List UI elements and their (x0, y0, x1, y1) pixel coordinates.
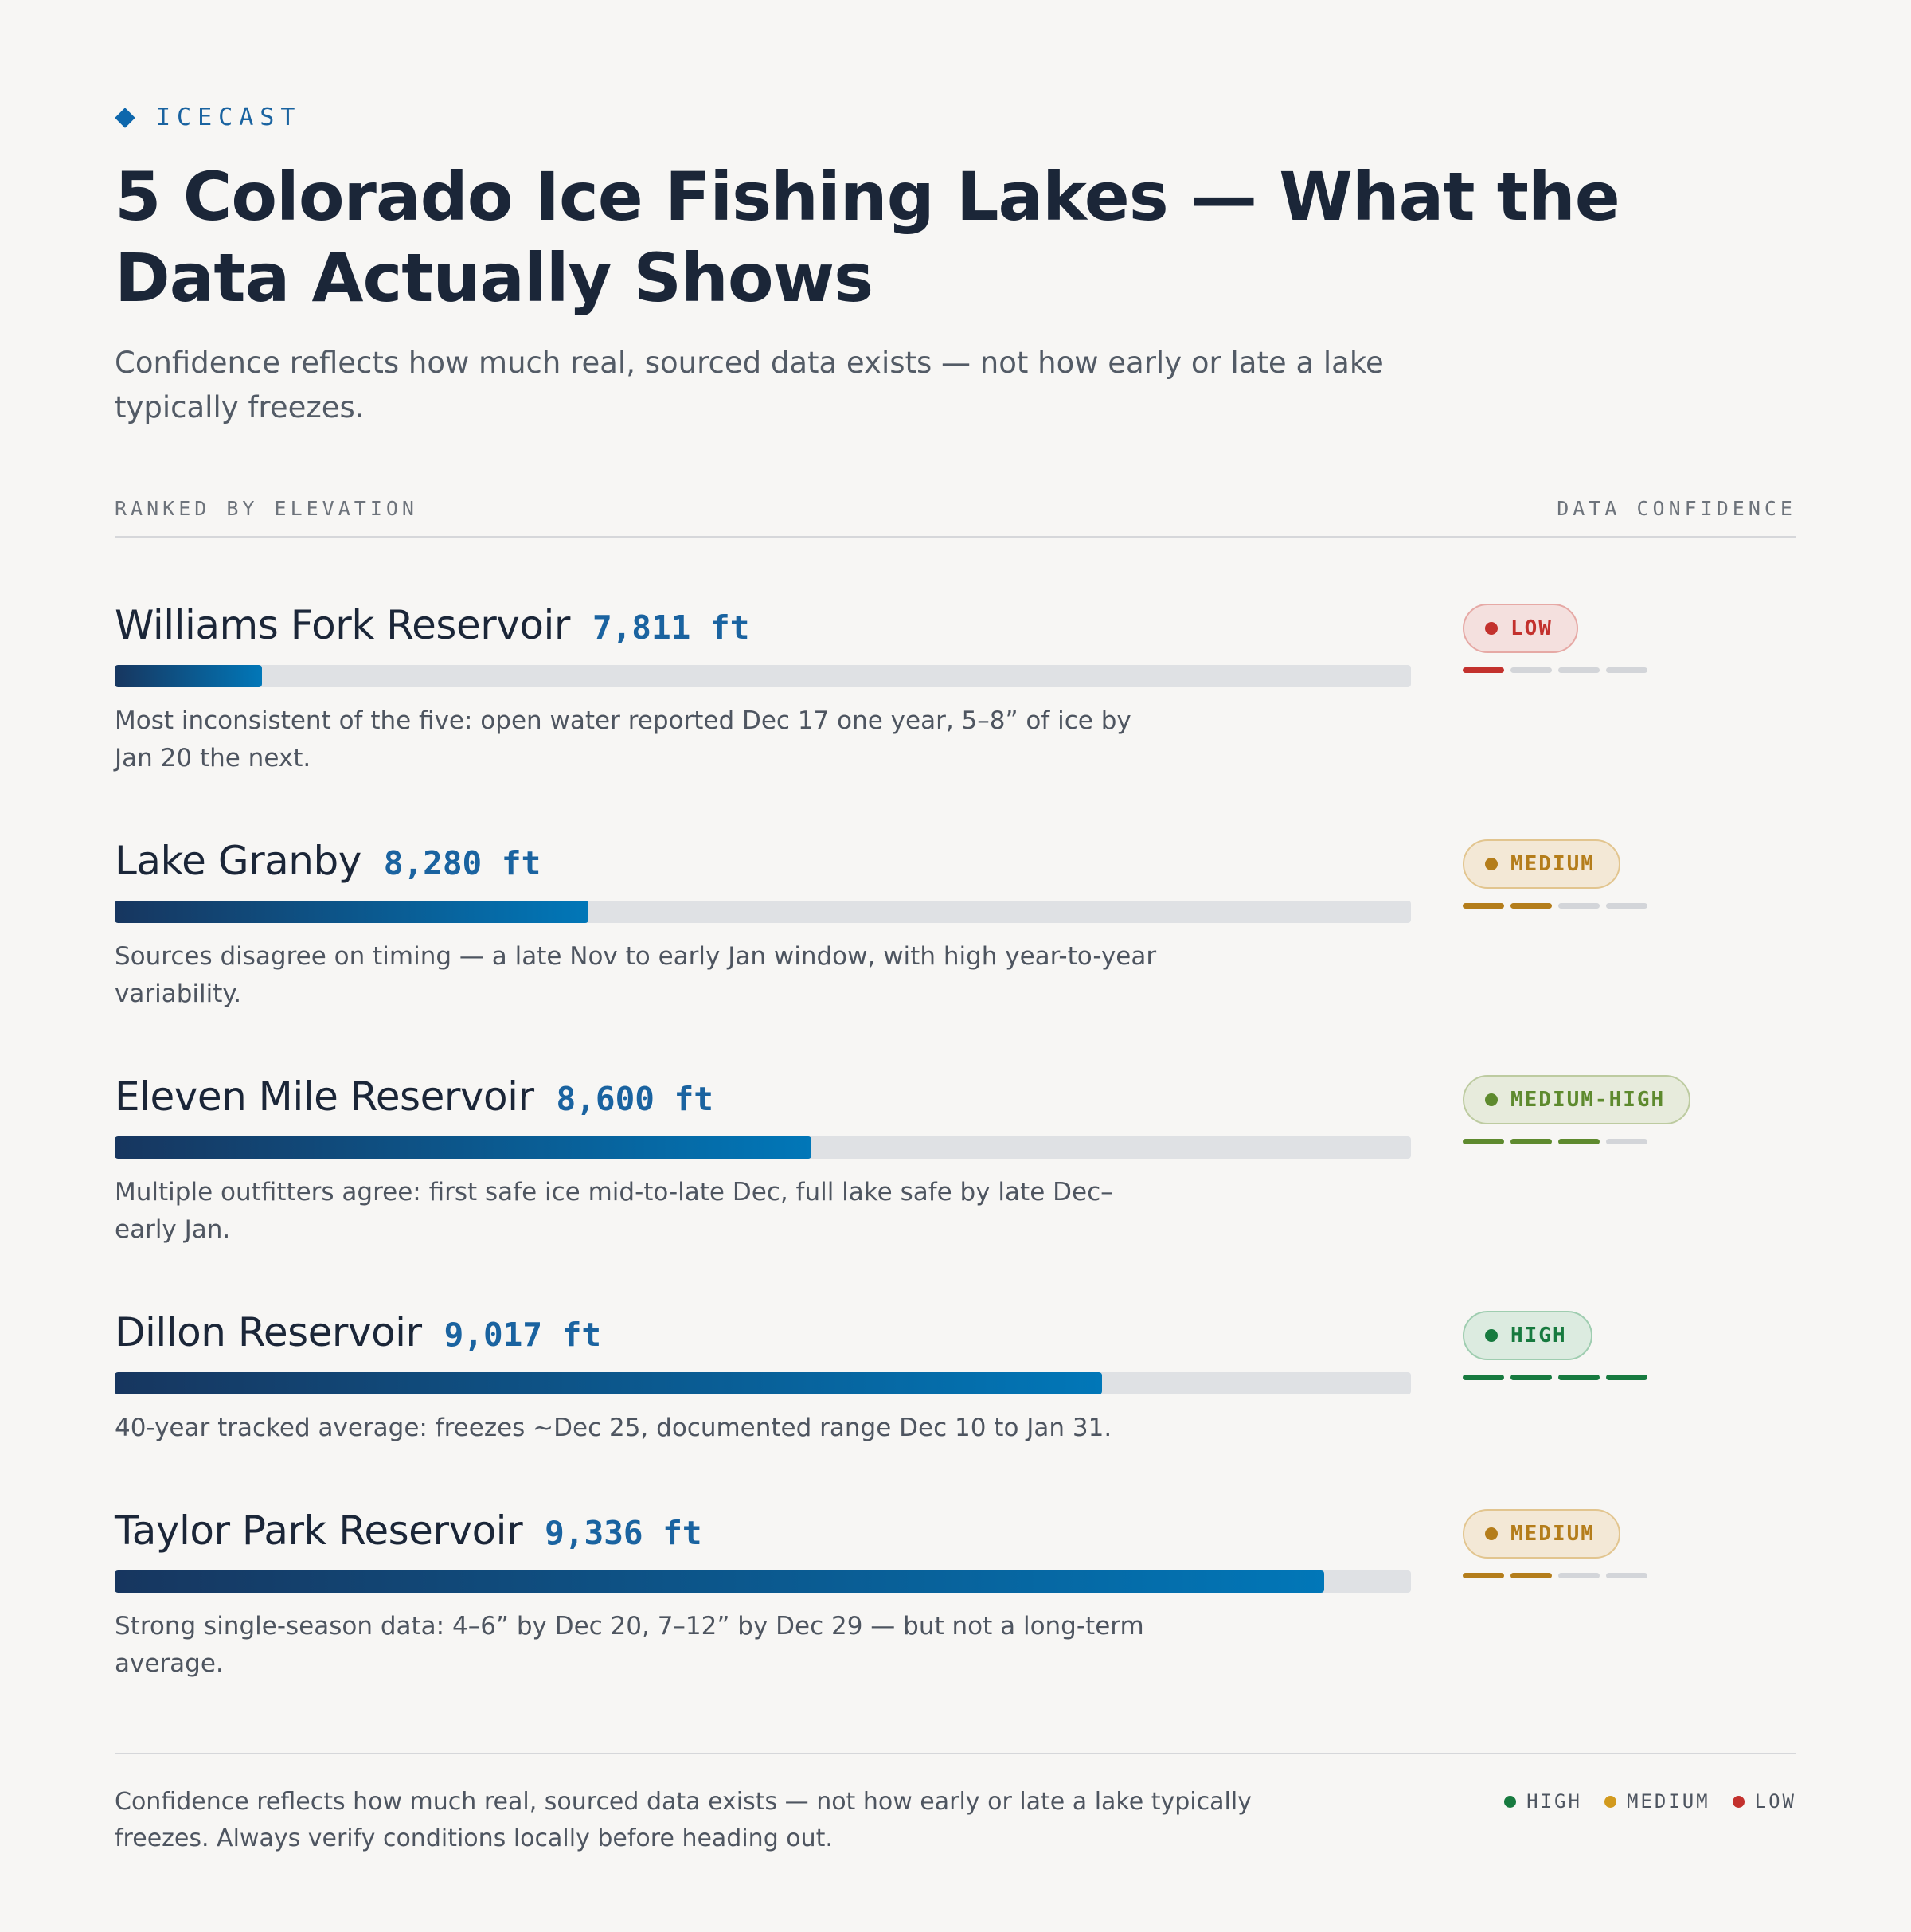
page-subtitle: Confidence reflects how much real, sourc… (115, 346, 1384, 424)
lake-heading: Eleven Mile Reservoir 8,600 ft (115, 1074, 713, 1129)
confidence-badge: HIGH (1463, 1311, 1592, 1360)
lake-note: Most inconsistent of the five: open wate… (115, 706, 1131, 772)
diamond-logo-icon (115, 107, 135, 128)
confidence-segment (1463, 1573, 1504, 1578)
confidence-segment (1606, 1375, 1647, 1380)
lake-heading: Taylor Park Reservoir 9,336 ft (115, 1508, 702, 1563)
confidence-dot-icon (1485, 622, 1498, 635)
legend-dot-icon (1604, 1795, 1616, 1808)
confidence-meter (1463, 1573, 1654, 1578)
confidence-dot-icon (1485, 1527, 1498, 1540)
confidence-segment (1463, 1375, 1504, 1380)
lake-row: Dillon Reservoir 9,017 ft 40-year tracke… (115, 1309, 1796, 1492)
elevation-bar (115, 665, 262, 687)
confidence-segment (1510, 667, 1552, 673)
legend-label: LOW (1754, 1790, 1796, 1813)
lake-name: Lake Granby (115, 838, 361, 884)
confidence-segment (1558, 903, 1600, 909)
elevation-bar-track (115, 1570, 1411, 1593)
elevation-bar (115, 1372, 1103, 1394)
confidence-segment (1606, 903, 1647, 909)
lake-name: Williams Fork Reservoir (115, 602, 570, 648)
elevation-bar-track (115, 1136, 1411, 1159)
confidence-segment (1558, 1375, 1600, 1380)
confidence-badge: MEDIUM (1463, 1509, 1620, 1559)
confidence-segment (1606, 1139, 1647, 1144)
lake-name: Dillon Reservoir (115, 1309, 422, 1355)
lake-row: Taylor Park Reservoir 9,336 ft Strong si… (115, 1508, 1796, 1691)
confidence-badge: MEDIUM (1463, 839, 1620, 889)
elevation-bar (115, 901, 589, 923)
brand-name: ICECAST (156, 104, 302, 131)
brand: ICECAST (115, 104, 301, 131)
legend-item-low: LOW (1732, 1790, 1796, 1813)
confidence-segment (1510, 903, 1552, 909)
confidence-meter (1463, 1375, 1654, 1380)
confidence-segment (1463, 667, 1504, 673)
confidence-segment (1463, 903, 1504, 909)
confidence-label: MEDIUM (1510, 852, 1595, 876)
confidence-badge: LOW (1463, 604, 1578, 653)
legend-label: MEDIUM (1626, 1790, 1710, 1813)
page-title: 5 Colorado Ice Fishing Lakes — What the … (115, 158, 1620, 317)
lake-row: Eleven Mile Reservoir 8,600 ft Multiple … (115, 1074, 1796, 1257)
confidence-dot-icon (1485, 1329, 1498, 1342)
confidence-segment (1510, 1375, 1552, 1380)
confidence-label: MEDIUM (1510, 1522, 1595, 1546)
confidence-segment (1558, 667, 1600, 673)
lake-elevation: 8,600 ft (556, 1080, 713, 1118)
confidence-segment (1606, 1573, 1647, 1578)
column-header-confidence: DATA CONFIDENCE (1557, 497, 1796, 520)
lake-note: Sources disagree on timing — a late Nov … (115, 942, 1157, 1008)
lake-elevation: 9,336 ft (545, 1514, 702, 1552)
lake-row: Lake Granby 8,280 ft Sources disagree on… (115, 838, 1796, 1021)
lake-heading: Lake Granby 8,280 ft (115, 838, 541, 894)
confidence-meter (1463, 1139, 1654, 1144)
confidence-dot-icon (1485, 858, 1498, 870)
lake-elevation: 7,811 ft (592, 608, 750, 647)
confidence-label: MEDIUM-HIGH (1510, 1088, 1666, 1112)
legend-label: HIGH (1526, 1790, 1582, 1813)
lake-name: Taylor Park Reservoir (115, 1508, 523, 1554)
confidence-segment (1463, 1139, 1504, 1144)
lake-heading: Williams Fork Reservoir 7,811 ft (115, 602, 749, 658)
confidence-segment (1510, 1139, 1552, 1144)
lake-note: 40-year tracked average: freezes ~Dec 25… (115, 1414, 1112, 1442)
elevation-bar (115, 1570, 1325, 1593)
confidence-label: HIGH (1510, 1324, 1567, 1347)
legend-item-medium: MEDIUM (1604, 1790, 1710, 1813)
elevation-bar-track (115, 1372, 1411, 1394)
legend-item-high: HIGH (1504, 1790, 1582, 1813)
elevation-bar-track (115, 665, 1411, 687)
footer-divider (115, 1753, 1796, 1754)
lake-heading: Dillon Reservoir 9,017 ft (115, 1309, 601, 1365)
lake-elevation: 8,280 ft (383, 844, 541, 882)
lake-note: Multiple outfitters agree: first safe ic… (115, 1178, 1113, 1244)
confidence-meter (1463, 903, 1654, 909)
header-divider (115, 536, 1796, 538)
lake-elevation: 9,017 ft (444, 1316, 602, 1354)
confidence-meter (1463, 667, 1654, 673)
confidence-label: LOW (1510, 616, 1553, 640)
confidence-badge: MEDIUM-HIGH (1463, 1075, 1691, 1124)
confidence-segment (1510, 1573, 1552, 1578)
legend-dot-icon (1732, 1795, 1745, 1808)
confidence-segment (1558, 1139, 1600, 1144)
lake-row: Williams Fork Reservoir 7,811 ft Most in… (115, 602, 1796, 785)
confidence-legend: HIGH MEDIUM LOW (1482, 1790, 1796, 1813)
elevation-bar-track (115, 901, 1411, 923)
confidence-dot-icon (1485, 1093, 1498, 1106)
confidence-segment (1558, 1573, 1600, 1578)
column-header-ranking: RANKED BY ELEVATION (115, 497, 418, 520)
footer-note: Confidence reflects how much real, sourc… (115, 1788, 1252, 1852)
lake-note: Strong single-season data: 4–6” by Dec 2… (115, 1612, 1144, 1678)
legend-dot-icon (1504, 1795, 1517, 1808)
lake-name: Eleven Mile Reservoir (115, 1074, 534, 1120)
confidence-segment (1606, 667, 1647, 673)
elevation-bar (115, 1136, 812, 1159)
